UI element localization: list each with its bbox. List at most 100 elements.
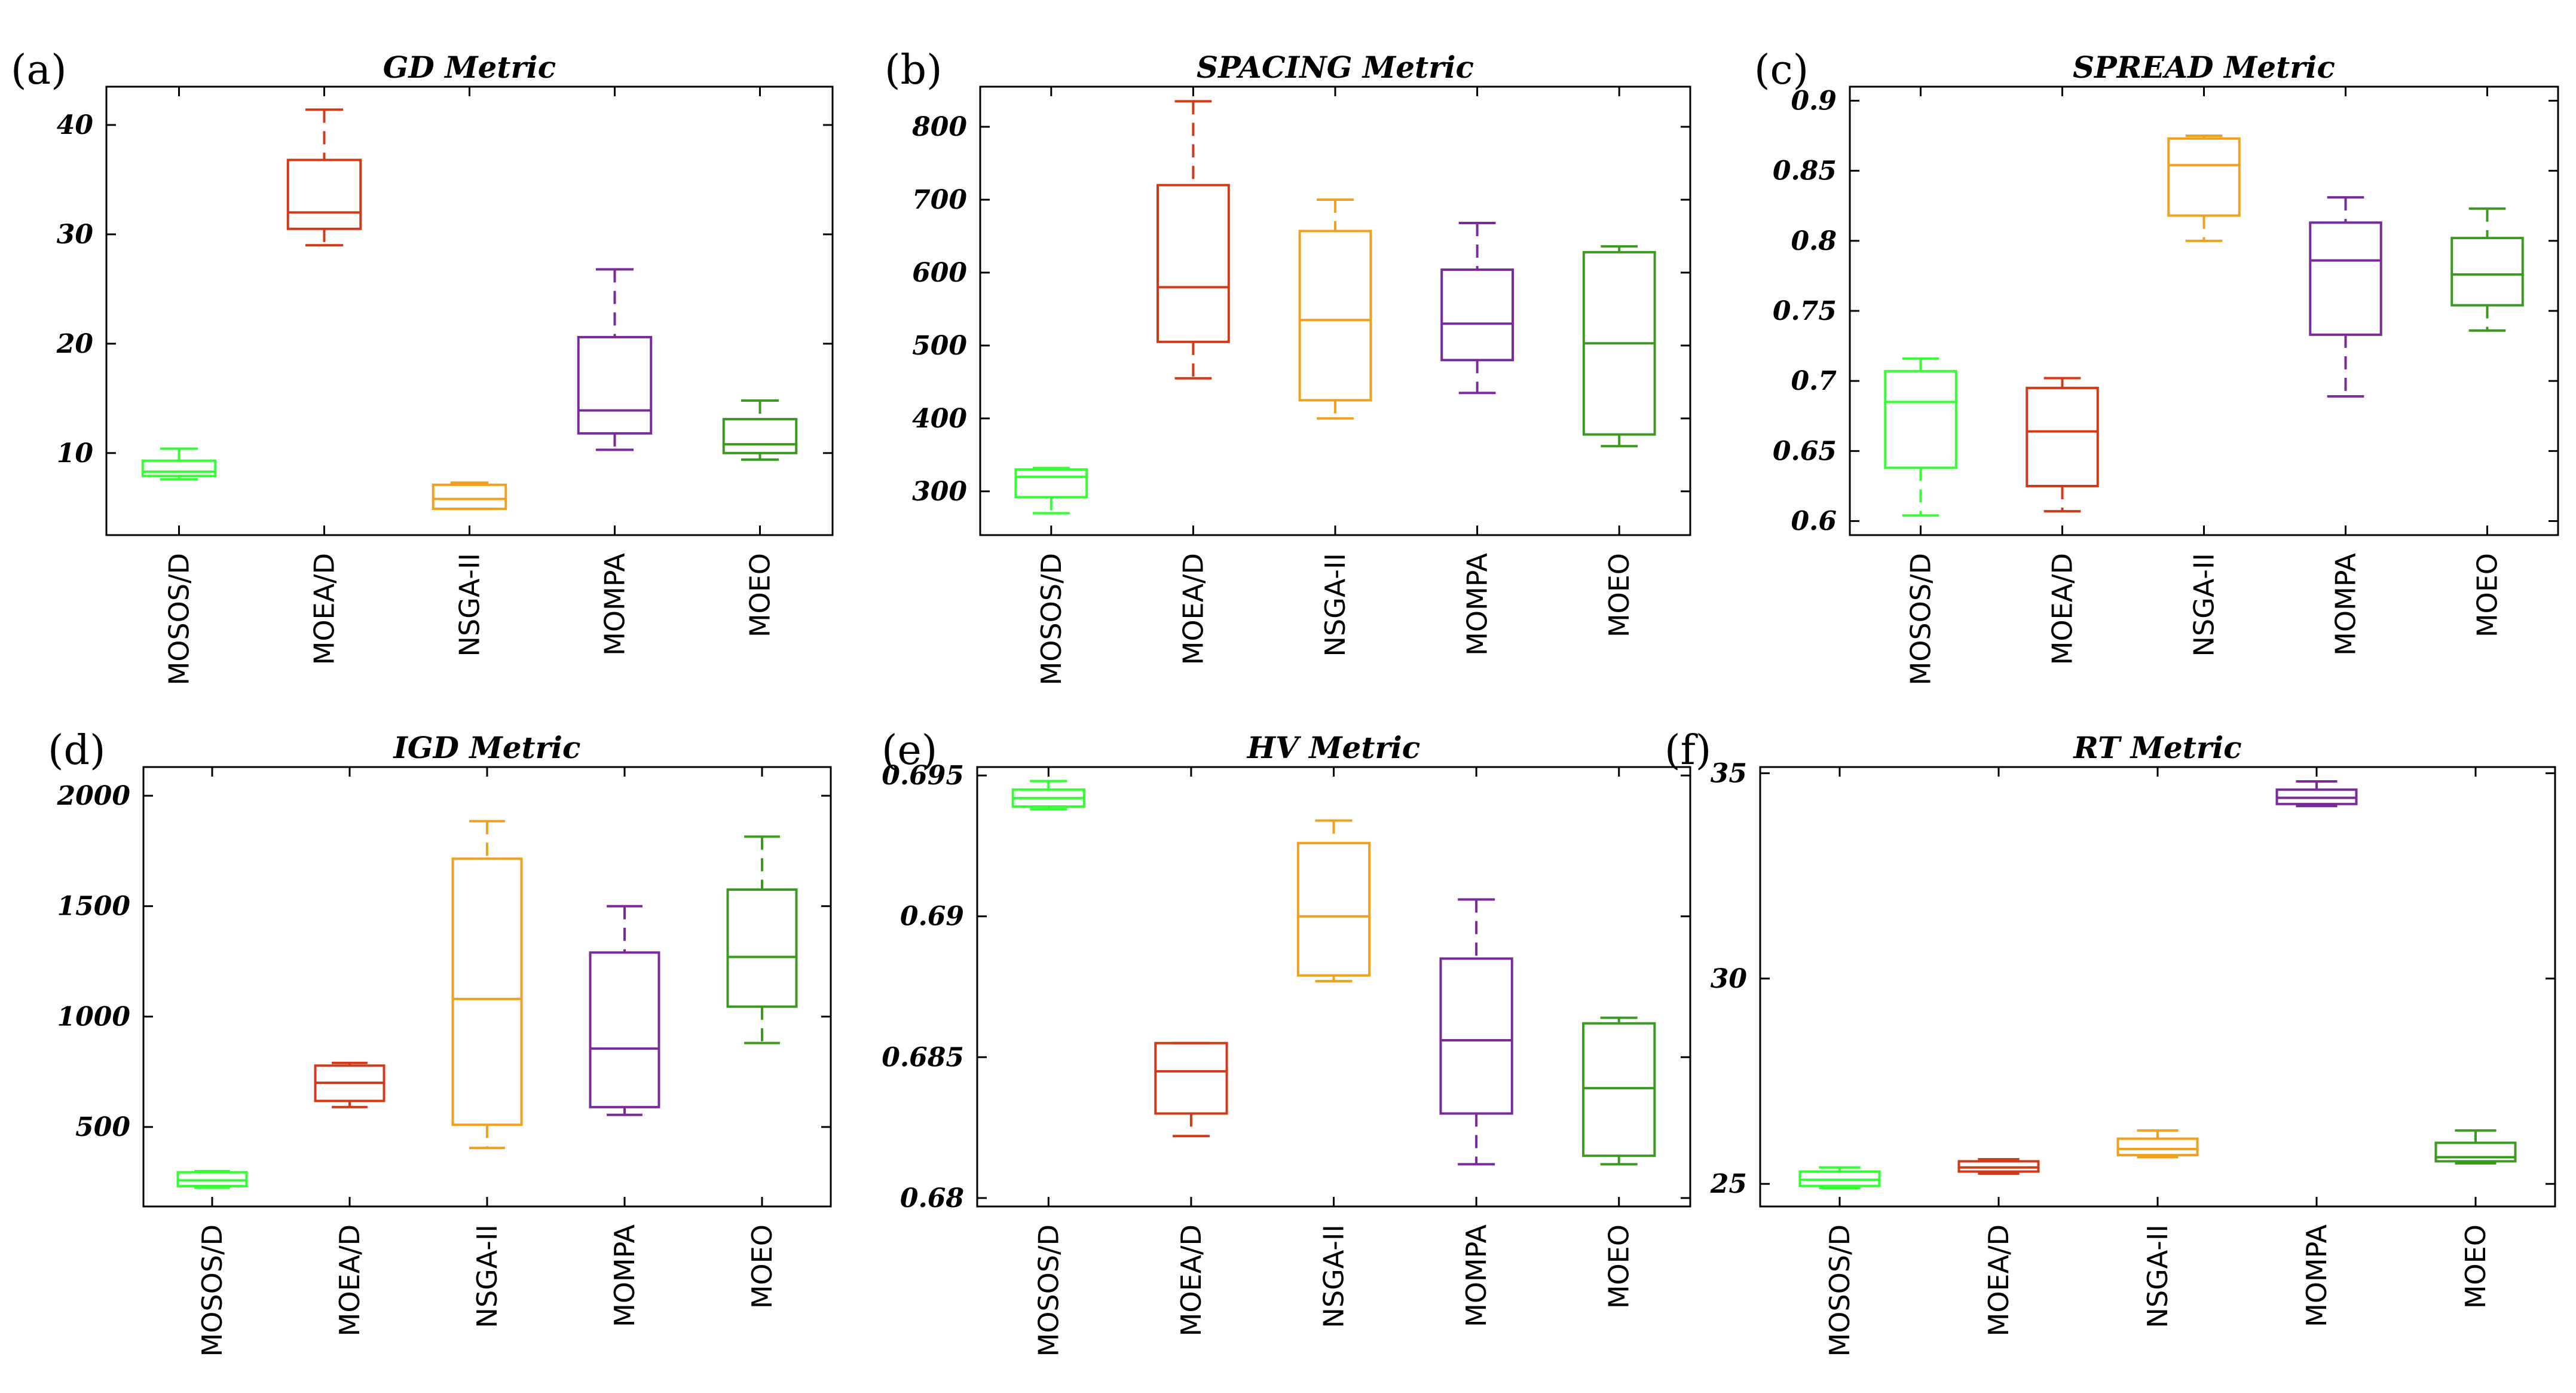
iqr-box xyxy=(2434,1141,2517,1163)
y-tick-label: 1500 xyxy=(57,891,131,922)
box-moea-d xyxy=(286,108,362,247)
iqr-box xyxy=(1298,230,1372,402)
iqr-box xyxy=(2450,237,2524,307)
iqr-box xyxy=(2116,1137,2199,1157)
box-nsga-ii xyxy=(2116,1129,2199,1159)
iqr-box xyxy=(1154,1041,1228,1115)
iqr-box xyxy=(726,888,798,1008)
x-tick-label: NSGA-II xyxy=(1318,1224,1350,1328)
y-tick-label: 500 xyxy=(912,331,967,361)
panel-a: (a) GD Metric 10 20 30 40 MOSOS/D MOEA/D NSGA-II… xyxy=(11,47,834,685)
x-tick-label: MOMPA xyxy=(2330,552,2362,655)
box-mosos-d xyxy=(1798,1166,1881,1190)
x-tick-label: MOSOS/D xyxy=(196,1224,228,1357)
panel-f: (f) RT Metric 25 30 35 MOSOS/D MOEA/D NSGA-II MO… xyxy=(1665,727,2556,1357)
chart-title: SPACING Metric xyxy=(1197,50,1474,85)
chart-title: HV Metric xyxy=(1246,730,1420,765)
iqr-box xyxy=(2167,137,2241,217)
x-tick-label: MOEO xyxy=(1603,1224,1635,1309)
box-mosos-d xyxy=(1014,466,1088,515)
box-mosos-d xyxy=(1011,780,1085,811)
y-tick-label: 0.6 xyxy=(1791,506,1837,537)
panel-label: (d) xyxy=(48,727,106,774)
y-tick-label: 40 xyxy=(57,110,94,140)
box-moea-d xyxy=(314,1061,386,1108)
box-nsga-ii xyxy=(2167,135,2241,242)
iqr-box xyxy=(1014,468,1088,499)
x-tick-label: MOEA/D xyxy=(308,553,341,665)
x-tick-label: MOEA/D xyxy=(2046,553,2079,665)
box-mompa xyxy=(577,268,653,451)
iqr-box xyxy=(722,418,798,454)
y-tick-label: 0.69 xyxy=(900,902,964,932)
box-nsga-ii xyxy=(432,481,507,511)
box-mompa xyxy=(2275,780,2358,808)
chart-title: SPREAD Metric xyxy=(2073,50,2335,85)
x-tick-label: NSGA-II xyxy=(1319,553,1351,656)
box-nsga-ii xyxy=(451,820,523,1150)
box-mompa xyxy=(1439,898,1513,1166)
y-tick-label: 25 xyxy=(1710,1169,1747,1199)
x-tick-label: MOSOS/D xyxy=(163,553,195,685)
iqr-box xyxy=(451,857,523,1126)
x-tick-label: MOEA/D xyxy=(1175,1224,1207,1336)
plot-frame xyxy=(1759,766,2556,1208)
x-tick-label: NSGA-II xyxy=(2188,553,2220,656)
y-tick-label: 20 xyxy=(56,329,94,359)
y-tick-label: 0.85 xyxy=(1773,156,1837,187)
panel-label: (c) xyxy=(1754,47,1809,94)
box-mosos-d xyxy=(176,1169,248,1189)
box-mompa xyxy=(1440,222,1514,395)
box-mompa xyxy=(589,905,660,1116)
box-moea-d xyxy=(1154,1041,1228,1138)
box-moeo xyxy=(726,835,798,1044)
y-tick-label: 2000 xyxy=(57,781,131,811)
iqr-box xyxy=(1157,184,1230,343)
box-moeo xyxy=(2434,1129,2517,1165)
box-mosos-d xyxy=(141,447,217,481)
panel-label: (e) xyxy=(882,727,937,774)
y-tick-label: 300 xyxy=(912,476,967,507)
chart-title: RT Metric xyxy=(2072,730,2241,765)
x-tick-label: MOEO xyxy=(2459,1224,2492,1309)
x-tick-label: MOSOS/D xyxy=(1905,553,1937,685)
x-tick-label: MOMPA xyxy=(608,1224,641,1327)
chart-title: GD Metric xyxy=(383,50,556,85)
x-tick-label: NSGA-II xyxy=(454,553,486,656)
y-tick-label: 500 xyxy=(75,1112,130,1142)
box-nsga-ii xyxy=(1296,819,1371,983)
panel-label: (a) xyxy=(11,47,67,94)
box-mosos-d xyxy=(1884,357,1957,517)
panel-b: (b) SPACING Metric 300 400 500 600 700 800 MOSOS… xyxy=(885,47,1691,685)
panel-e: (e) HV Metric 0.68 0.685 0.69 0.695 MOSOS/D MOE… xyxy=(882,727,1691,1357)
box-moeo xyxy=(1582,245,1656,448)
iqr-box xyxy=(432,483,507,511)
y-tick-label: 0.695 xyxy=(882,760,964,791)
iqr-box xyxy=(577,335,653,435)
iqr-box xyxy=(2309,221,2382,336)
iqr-box xyxy=(1440,268,1514,362)
y-tick-label: 0.75 xyxy=(1773,296,1837,326)
box-moeo xyxy=(1582,1016,1656,1166)
x-tick-label: MOEO xyxy=(2471,553,2504,637)
y-tick-label: 0.7 xyxy=(1791,366,1837,396)
x-tick-label: MOMPA xyxy=(599,552,631,655)
y-tick-label: 600 xyxy=(912,258,967,288)
box-moea-d xyxy=(2026,377,2099,513)
box-moeo xyxy=(722,399,798,461)
x-tick-label: MOEA/D xyxy=(1177,553,1209,665)
panel-d: (d) IGD Metric 500 1000 1500 2000 MOSOS/D MOEA/… xyxy=(48,727,832,1357)
box-moea-d xyxy=(1157,100,1230,380)
iqr-box xyxy=(176,1171,248,1188)
iqr-box xyxy=(1582,1022,1656,1157)
iqr-box xyxy=(1884,369,1957,469)
y-tick-label: 30 xyxy=(1711,964,1748,994)
y-tick-label: 10 xyxy=(57,438,94,469)
iqr-box xyxy=(589,951,660,1108)
chart-title: IGD Metric xyxy=(393,730,581,765)
x-tick-label: MOEA/D xyxy=(334,1224,366,1336)
y-tick-label: 0.685 xyxy=(882,1042,964,1073)
x-tick-label: MOSOS/D xyxy=(1035,553,1067,685)
iqr-box xyxy=(2026,386,2099,487)
